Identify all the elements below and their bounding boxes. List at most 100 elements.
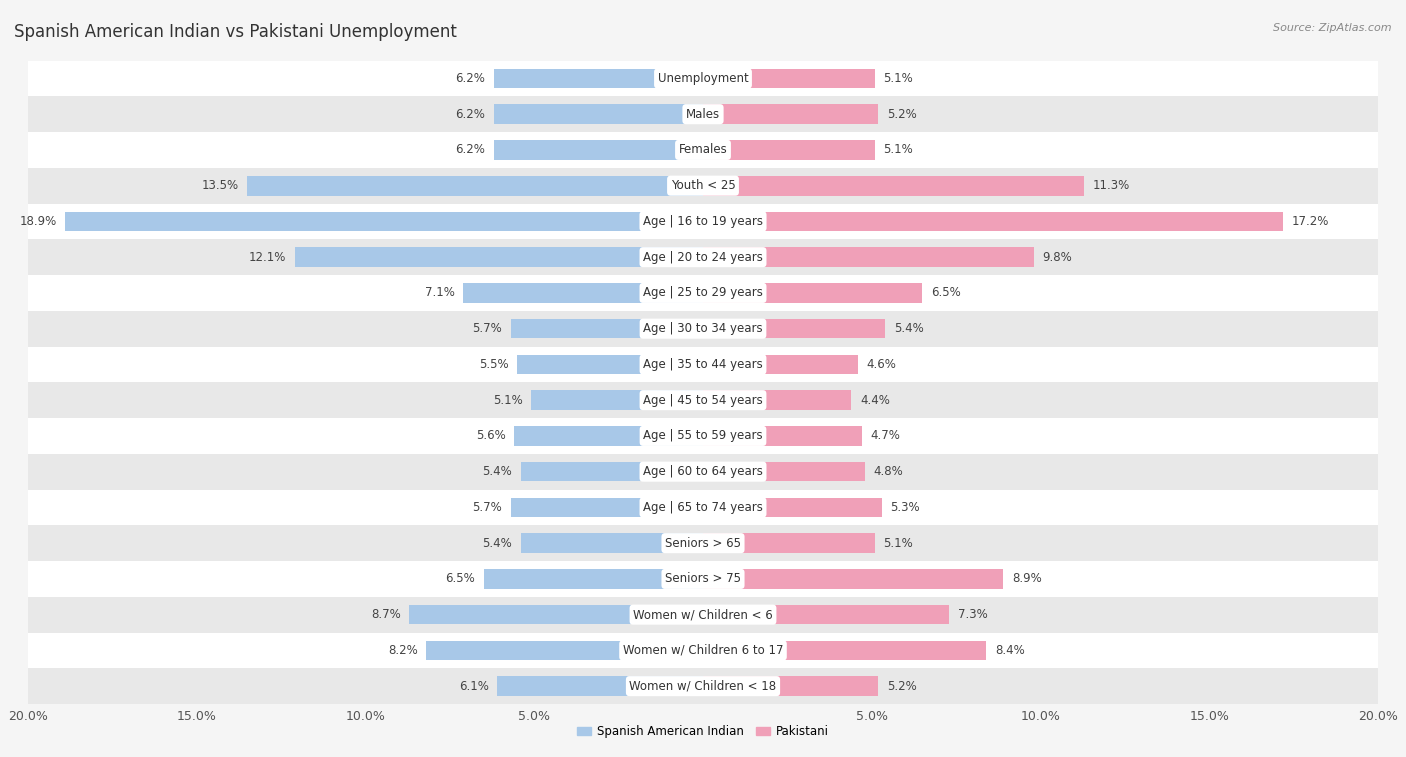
Bar	[247, 176, 703, 195]
Text: 5.4%: 5.4%	[894, 322, 924, 335]
Bar	[28, 275, 1378, 311]
Bar	[703, 212, 1284, 231]
Text: 13.5%: 13.5%	[202, 179, 239, 192]
Text: Seniors > 75: Seniors > 75	[665, 572, 741, 585]
Bar	[498, 676, 703, 696]
Text: 5.5%: 5.5%	[479, 358, 509, 371]
Bar	[703, 462, 865, 481]
Text: Males: Males	[686, 107, 720, 120]
Bar	[703, 69, 875, 89]
Bar	[703, 319, 886, 338]
Bar	[28, 204, 1378, 239]
Bar	[28, 668, 1378, 704]
Bar	[28, 347, 1378, 382]
Text: 5.4%: 5.4%	[482, 537, 512, 550]
Text: 5.1%: 5.1%	[883, 143, 914, 157]
Bar	[28, 96, 1378, 132]
Text: 6.5%: 6.5%	[446, 572, 475, 585]
Bar	[295, 248, 703, 267]
Text: Source: ZipAtlas.com: Source: ZipAtlas.com	[1274, 23, 1392, 33]
Text: Women w/ Children 6 to 17: Women w/ Children 6 to 17	[623, 644, 783, 657]
Text: Seniors > 65: Seniors > 65	[665, 537, 741, 550]
Bar	[703, 283, 922, 303]
Bar	[28, 418, 1378, 453]
Text: Unemployment: Unemployment	[658, 72, 748, 85]
Text: 4.6%: 4.6%	[866, 358, 897, 371]
Text: 5.4%: 5.4%	[482, 465, 512, 478]
Text: Age | 55 to 59 years: Age | 55 to 59 years	[643, 429, 763, 442]
Text: 18.9%: 18.9%	[20, 215, 56, 228]
Text: Females: Females	[679, 143, 727, 157]
Text: 9.8%: 9.8%	[1042, 251, 1071, 263]
Bar	[703, 534, 875, 553]
Bar	[28, 490, 1378, 525]
Text: 5.1%: 5.1%	[883, 537, 914, 550]
Bar	[28, 382, 1378, 418]
Text: 17.2%: 17.2%	[1292, 215, 1329, 228]
Bar	[409, 605, 703, 625]
Bar	[28, 239, 1378, 275]
Text: 8.9%: 8.9%	[1012, 572, 1042, 585]
Bar	[28, 311, 1378, 347]
Bar	[28, 525, 1378, 561]
Bar	[520, 462, 703, 481]
Text: Age | 60 to 64 years: Age | 60 to 64 years	[643, 465, 763, 478]
Text: 7.3%: 7.3%	[957, 608, 987, 621]
Text: 5.7%: 5.7%	[472, 501, 502, 514]
Bar	[703, 640, 987, 660]
Bar	[464, 283, 703, 303]
Bar	[703, 426, 862, 446]
Text: 5.3%: 5.3%	[890, 501, 920, 514]
Bar	[28, 61, 1378, 96]
Text: Spanish American Indian vs Pakistani Unemployment: Spanish American Indian vs Pakistani Une…	[14, 23, 457, 41]
Bar	[28, 597, 1378, 633]
Bar	[703, 497, 882, 517]
Bar	[28, 561, 1378, 597]
Text: Youth < 25: Youth < 25	[671, 179, 735, 192]
Text: Age | 20 to 24 years: Age | 20 to 24 years	[643, 251, 763, 263]
Bar	[65, 212, 703, 231]
Text: Age | 45 to 54 years: Age | 45 to 54 years	[643, 394, 763, 407]
Text: 5.1%: 5.1%	[492, 394, 523, 407]
Text: 6.2%: 6.2%	[456, 72, 485, 85]
Text: 8.4%: 8.4%	[995, 644, 1025, 657]
Bar	[520, 534, 703, 553]
Bar	[28, 453, 1378, 490]
Bar	[426, 640, 703, 660]
Text: 6.5%: 6.5%	[931, 286, 960, 300]
Text: 5.2%: 5.2%	[887, 107, 917, 120]
Text: 4.4%: 4.4%	[860, 394, 890, 407]
Bar	[531, 391, 703, 410]
Bar	[517, 354, 703, 374]
Text: 5.2%: 5.2%	[887, 680, 917, 693]
Bar	[703, 104, 879, 124]
Bar	[494, 104, 703, 124]
Text: 7.1%: 7.1%	[425, 286, 456, 300]
Text: Women w/ Children < 6: Women w/ Children < 6	[633, 608, 773, 621]
Bar	[703, 391, 852, 410]
Bar	[28, 132, 1378, 168]
Bar	[28, 168, 1378, 204]
Text: 5.6%: 5.6%	[475, 429, 506, 442]
Bar	[703, 676, 879, 696]
Bar	[510, 319, 703, 338]
Bar	[703, 569, 1004, 589]
Text: Age | 30 to 34 years: Age | 30 to 34 years	[643, 322, 763, 335]
Text: 6.2%: 6.2%	[456, 143, 485, 157]
Text: 11.3%: 11.3%	[1092, 179, 1130, 192]
Text: Women w/ Children < 18: Women w/ Children < 18	[630, 680, 776, 693]
Bar	[494, 140, 703, 160]
Text: 4.7%: 4.7%	[870, 429, 900, 442]
Legend: Spanish American Indian, Pakistani: Spanish American Indian, Pakistani	[572, 721, 834, 743]
Bar	[515, 426, 703, 446]
Bar	[703, 605, 949, 625]
Text: 5.1%: 5.1%	[883, 72, 914, 85]
Bar	[703, 248, 1033, 267]
Bar	[484, 569, 703, 589]
Text: 4.8%: 4.8%	[873, 465, 903, 478]
Text: 5.7%: 5.7%	[472, 322, 502, 335]
Text: 8.2%: 8.2%	[388, 644, 418, 657]
Text: Age | 25 to 29 years: Age | 25 to 29 years	[643, 286, 763, 300]
Text: 6.2%: 6.2%	[456, 107, 485, 120]
Text: Age | 16 to 19 years: Age | 16 to 19 years	[643, 215, 763, 228]
